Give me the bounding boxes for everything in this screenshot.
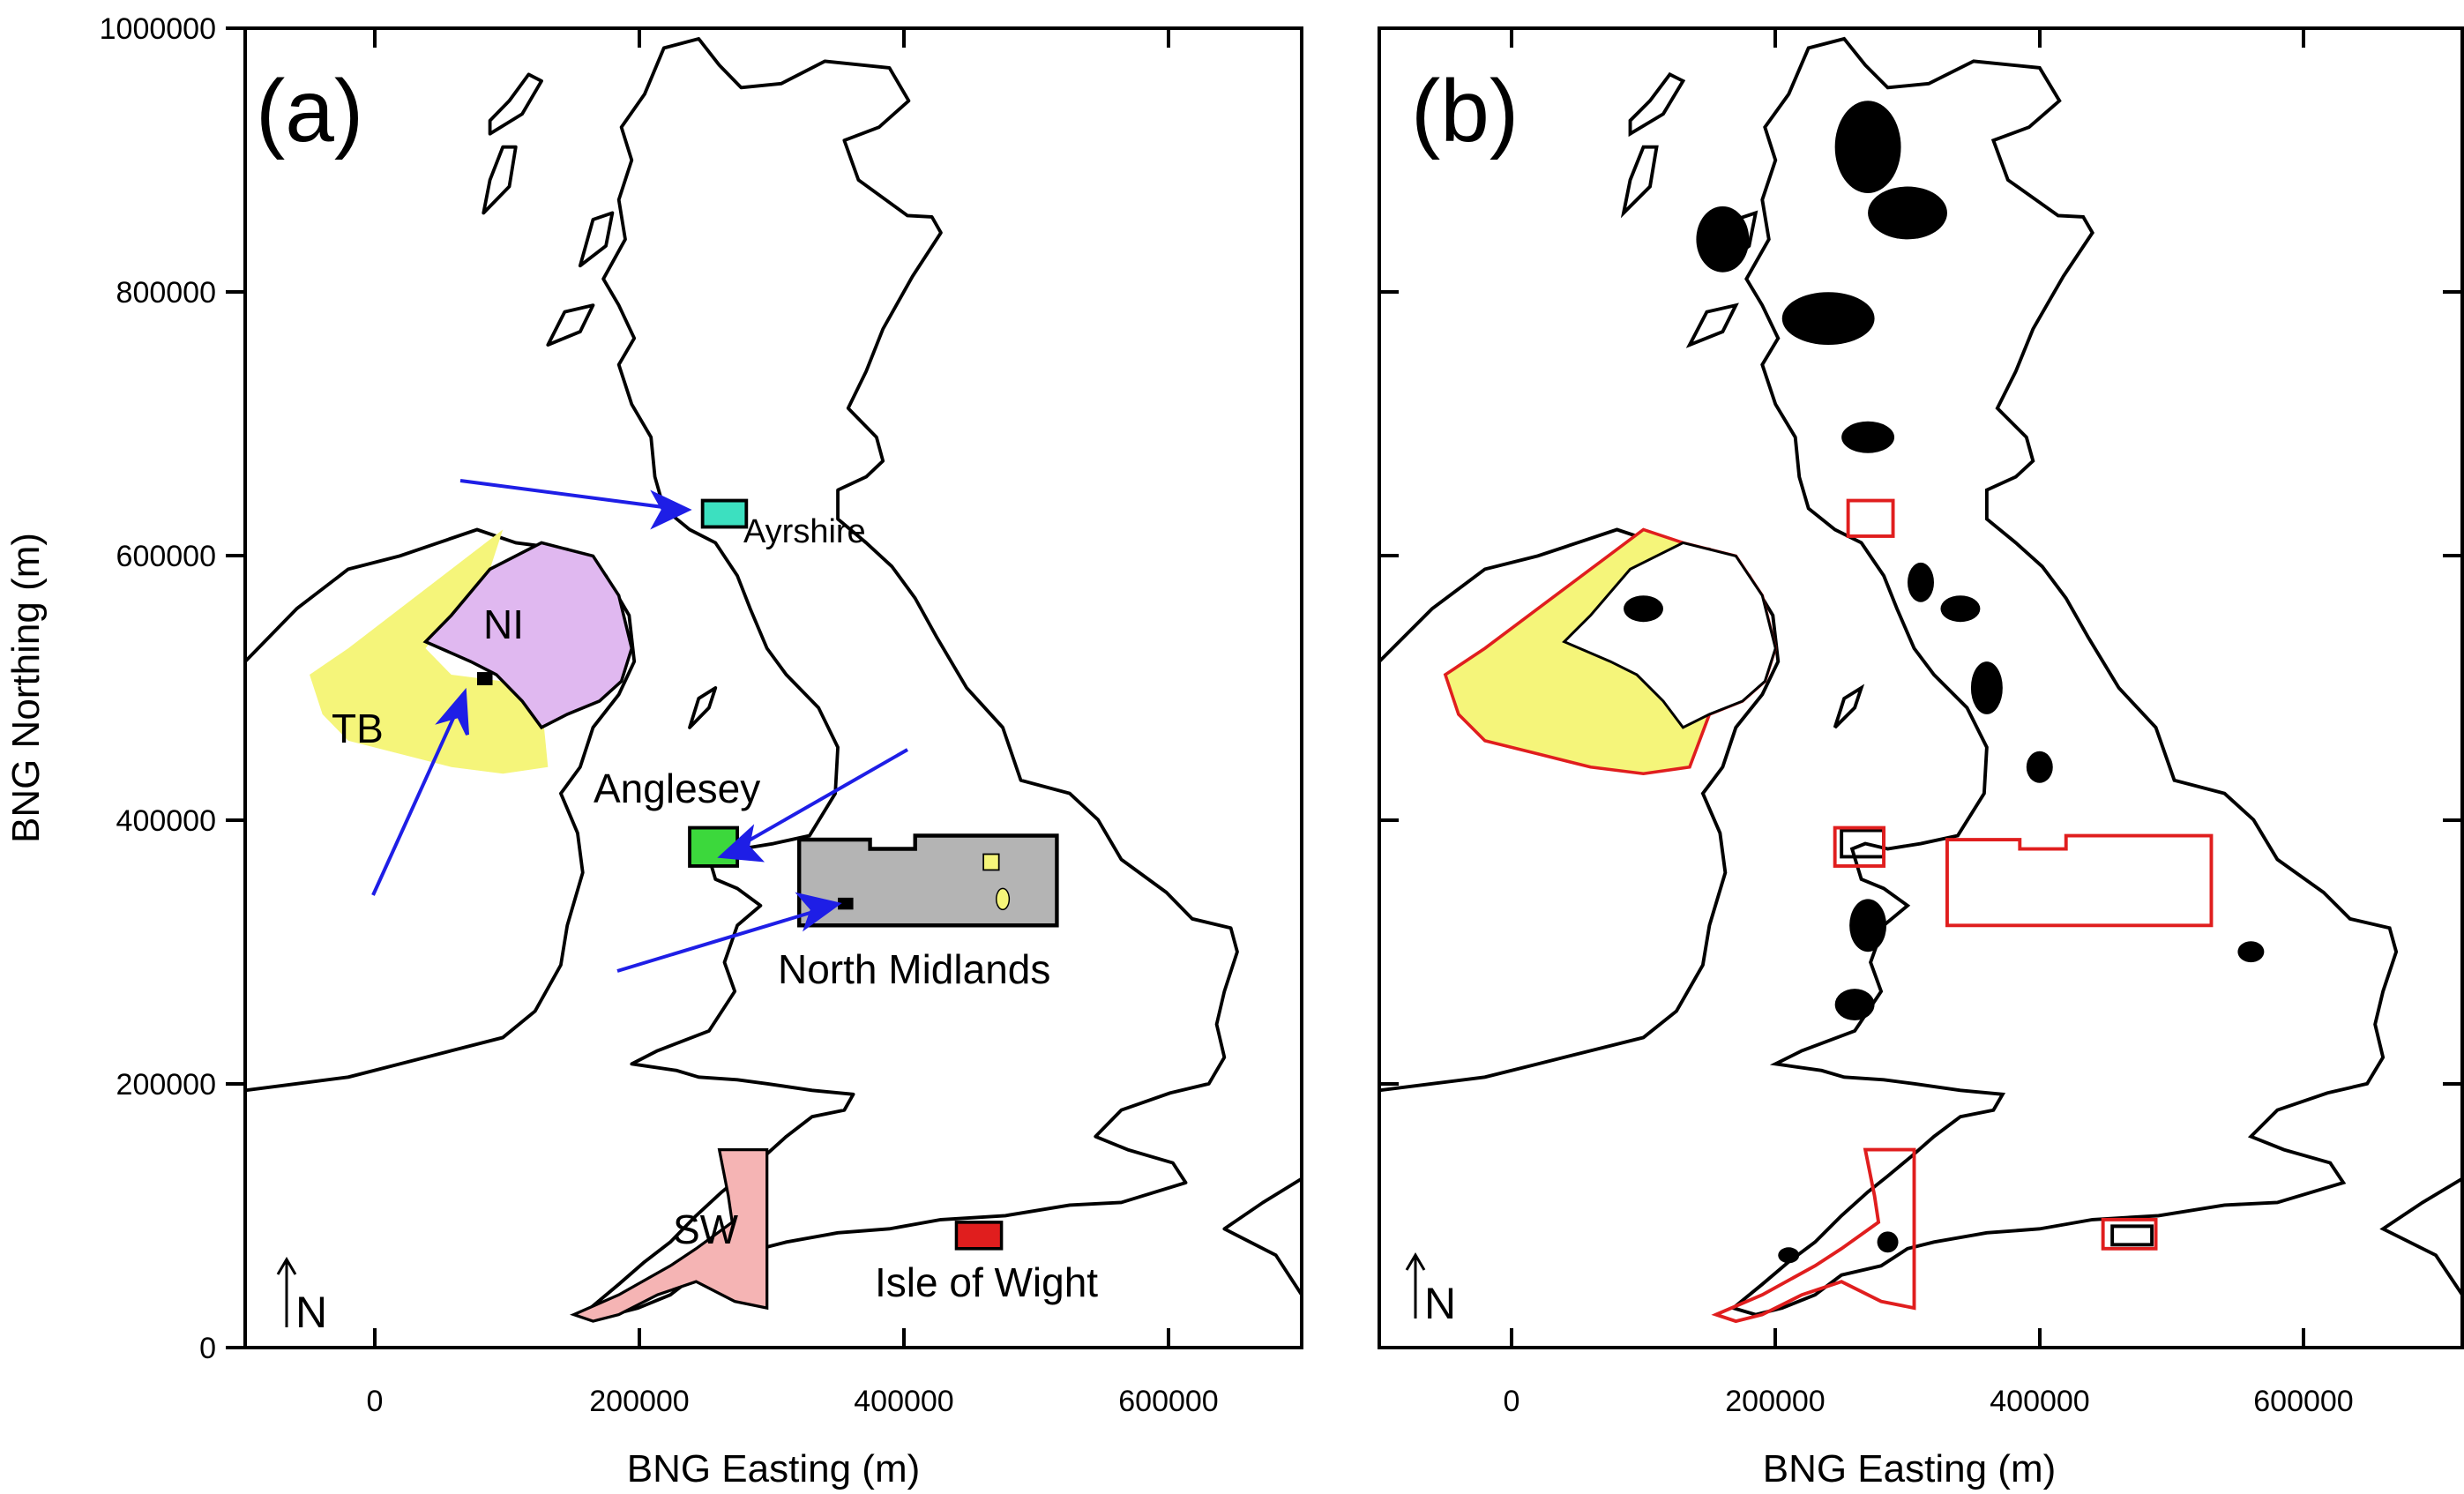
panel-b-xtick-0: 0: [1504, 1385, 1520, 1418]
panel-a-ylabel: BNG Northing (m): [4, 533, 48, 843]
panel-b: (b) N 0 200000 400000 600000 BNG Easting…: [1378, 26, 2464, 1490]
panel-b-x-tick-labels: 0 200000 400000 600000: [1504, 1385, 2354, 1418]
arrow-ni-line: [371, 696, 465, 896]
panel-b-xtick-1: 200000: [1725, 1385, 1825, 1418]
panel-b-north-arrow: N: [1405, 1252, 1456, 1328]
panel-b-outline-sw: [1711, 1147, 1916, 1324]
region-ni: [422, 541, 634, 730]
north-midlands-yellow-box: [982, 853, 1000, 871]
label-north-midlands: North Midlands: [778, 946, 1050, 992]
arrow-anglesey-head: [717, 824, 765, 863]
panel-b-outline-north-midlands: [1945, 833, 2214, 928]
panel-b-plot-area: [1379, 37, 2462, 1324]
panel-a-xtick-3: 600000: [1118, 1385, 1218, 1418]
panel-a-ticks: [226, 26, 1170, 1349]
label-ni: NI: [483, 601, 524, 647]
panel-a-frame: [243, 26, 1303, 1349]
panel-a-x-tick-labels: 0 200000 400000 600000: [367, 1385, 1219, 1418]
panel-b-outline-ayrshire: [1846, 498, 1895, 538]
panel-a-ytick-2: 400000: [116, 804, 216, 838]
panel-a-y-tick-labels: 0 200000 400000 600000 800000 1000000: [100, 12, 216, 1365]
panel-b-xtick-3: 600000: [2253, 1385, 2353, 1418]
panel-b-outline-isle-of-wight: [2101, 1217, 2158, 1251]
panel-b-landcover: [1624, 101, 2265, 1264]
arrow-ni-head: [435, 687, 469, 736]
north-midlands-yellow-ellipse: [996, 887, 1011, 911]
panel-a-ytick-5: 1000000: [100, 12, 216, 46]
panel-b-frame: [1378, 26, 2464, 1349]
panel-b-xlabel: BNG Easting (m): [1763, 1447, 2057, 1490]
panel-b-region-ni: [1562, 541, 1777, 729]
label-tb: TB: [332, 706, 384, 751]
north-midlands-black-box: [838, 897, 854, 910]
label-ayrshire: Ayrshire: [743, 513, 866, 550]
arrow-north-midlands-line: [616, 904, 834, 973]
region-north-midlands: [797, 833, 1059, 928]
panel-a-ytick-3: 600000: [116, 540, 216, 573]
panel-a-plot-area: [245, 37, 1302, 1323]
panel-a-ytick-0: 0: [199, 1332, 216, 1365]
panel-a-xtick-0: 0: [367, 1385, 384, 1418]
panel-a-xtick-2: 400000: [854, 1385, 953, 1418]
panel-b-ticks: [1379, 28, 2462, 1348]
label-isle-of-wight: Isle of Wight: [875, 1259, 1098, 1305]
region-isle-of-wight: [954, 1221, 1004, 1251]
ni-black-box: [476, 672, 493, 686]
region-tb: [310, 529, 549, 774]
panel-a-ytick-4: 800000: [116, 276, 216, 310]
region-ayrshire: [700, 498, 749, 529]
panel-a-xtick-1: 200000: [589, 1385, 689, 1418]
panel-b-xtick-2: 400000: [1990, 1385, 2089, 1418]
arrow-anglesey-line: [725, 748, 908, 855]
panel-b-north-label: N: [1424, 1279, 1456, 1328]
arrow-north-midlands-head: [795, 892, 842, 932]
panel-a: NI TB Ayrshire Anglesey North Midlands S…: [4, 12, 1303, 1490]
panel-a-north-label: N: [295, 1288, 327, 1337]
panel-a-arrows: [371, 479, 908, 973]
arrow-ayrshire-head: [650, 489, 692, 530]
panel-a-ytick-1: 200000: [116, 1068, 216, 1102]
region-sw: [570, 1147, 769, 1323]
arrow-ayrshire-line: [459, 479, 684, 512]
label-anglesey: Anglesey: [594, 766, 760, 811]
panel-a-label: (a): [256, 62, 363, 161]
panel-a-xlabel: BNG Easting (m): [627, 1447, 921, 1490]
label-sw: SW: [673, 1206, 739, 1252]
panel-b-outline-anglesey: [1833, 825, 1886, 868]
panel-a-north-arrow: N: [276, 1257, 327, 1337]
panel-b-label: (b): [1411, 62, 1519, 161]
